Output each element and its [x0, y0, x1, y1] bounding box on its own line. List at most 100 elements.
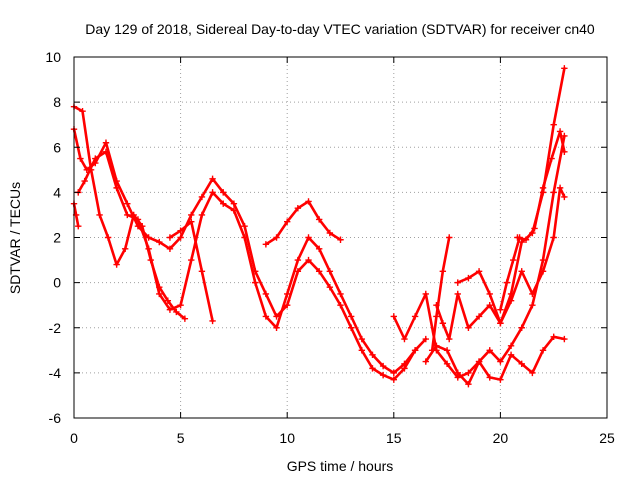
data-point-marker	[326, 268, 334, 275]
data-point-marker	[198, 268, 206, 275]
data-point-marker	[166, 245, 174, 252]
data-point-marker	[497, 320, 504, 327]
series-track-12	[428, 234, 453, 354]
data-point-marker	[507, 342, 515, 349]
data-point-marker	[305, 234, 312, 241]
data-point-marker	[550, 121, 557, 128]
data-point-marker	[347, 324, 355, 331]
data-point-marker	[422, 335, 429, 343]
y-tick-label: 0	[53, 275, 61, 291]
data-point-marker	[177, 227, 184, 234]
data-point-marker	[503, 279, 510, 286]
data-point-marker	[188, 211, 195, 219]
data-point-marker	[561, 335, 568, 343]
data-point-marker	[305, 198, 312, 205]
data-point-marker	[550, 333, 557, 340]
data-point-marker	[390, 369, 397, 377]
data-point-marker	[81, 177, 88, 185]
x-tick-label: 25	[599, 430, 615, 446]
series-line	[72, 105, 187, 321]
y-axis-label: SDTVAR / TECUs	[7, 182, 23, 294]
data-point-marker	[531, 225, 538, 232]
data-point-marker	[164, 297, 172, 304]
series-track-10	[454, 65, 568, 327]
data-point-marker	[465, 274, 472, 282]
data-point-marker	[369, 365, 376, 372]
data-point-marker	[230, 200, 238, 207]
data-point-marker	[422, 290, 429, 298]
data-point-marker	[177, 234, 184, 241]
data-point-marker	[556, 128, 564, 135]
series-track-7	[390, 290, 568, 383]
data-point-marker	[326, 283, 334, 291]
data-point-marker	[96, 211, 103, 219]
data-point-marker	[337, 301, 344, 309]
data-point-marker	[87, 166, 95, 174]
data-point-marker	[145, 234, 152, 241]
data-point-marker	[550, 234, 557, 241]
data-point-marker	[156, 238, 163, 246]
data-point-marker	[156, 290, 163, 298]
data-point-marker	[548, 155, 555, 162]
data-point-marker	[475, 313, 483, 320]
data-point-marker	[561, 65, 568, 72]
data-point-marker	[465, 369, 472, 377]
series-line	[424, 134, 566, 386]
data-point-marker	[241, 234, 248, 241]
x-tick-label: 15	[386, 430, 402, 446]
data-point-marker	[433, 313, 440, 320]
data-point-marker	[446, 234, 453, 241]
data-point-marker	[390, 376, 397, 383]
data-point-marker	[284, 301, 291, 309]
data-point-marker	[147, 256, 154, 264]
data-point-marker	[113, 261, 120, 268]
data-point-marker	[121, 245, 129, 252]
x-tick-label: 0	[70, 430, 78, 446]
series-track-13	[497, 234, 523, 313]
data-point-marker	[411, 313, 419, 320]
data-point-marker	[422, 358, 429, 365]
data-point-marker	[454, 279, 461, 286]
axis-ticks: 0 5 10 15 20 25 -6 -4 -2 0 2 4 6 8 10	[45, 49, 615, 446]
data-point-marker	[102, 148, 110, 155]
series-line	[516, 130, 566, 242]
data-point-marker	[284, 290, 291, 298]
y-tick-label: -2	[49, 320, 62, 336]
chart-title: Day 129 of 2018, Sidereal Day-to-day VTE…	[85, 21, 595, 37]
data-point-marker	[262, 241, 270, 248]
data-point-marker	[401, 360, 408, 368]
y-tick-label: 4	[53, 184, 61, 200]
data-point-marker	[522, 236, 530, 243]
data-point-marker	[209, 317, 216, 325]
data-point-marker	[337, 236, 344, 243]
data-point-marker	[556, 184, 564, 192]
y-tick-label: 10	[45, 49, 61, 65]
data-point-marker	[209, 189, 216, 196]
data-point-marker	[358, 335, 366, 343]
series-line	[392, 292, 566, 381]
data-point-marker	[262, 290, 270, 298]
data-point-marker	[173, 308, 180, 316]
data-point-marker	[113, 184, 120, 192]
data-point-marker	[561, 193, 568, 201]
series-track-4	[70, 200, 82, 230]
data-point-marker	[465, 324, 472, 331]
data-point-marker	[166, 234, 174, 241]
data-point-marker	[465, 380, 472, 388]
data-point-marker	[220, 189, 227, 196]
data-point-marker	[79, 107, 86, 115]
y-tick-label: 6	[53, 139, 61, 155]
data-point-marker	[177, 301, 184, 309]
data-point-marker	[497, 376, 504, 383]
data-point-marker	[497, 358, 504, 365]
data-series	[70, 65, 568, 388]
data-point-marker	[507, 290, 515, 298]
data-point-marker	[273, 324, 280, 331]
y-tick-label: 8	[53, 94, 61, 110]
data-point-marker	[75, 223, 82, 230]
data-point-marker	[539, 184, 547, 192]
data-point-marker	[486, 347, 493, 354]
series-line	[72, 127, 417, 381]
data-point-marker	[230, 207, 238, 214]
data-point-marker	[124, 200, 131, 207]
